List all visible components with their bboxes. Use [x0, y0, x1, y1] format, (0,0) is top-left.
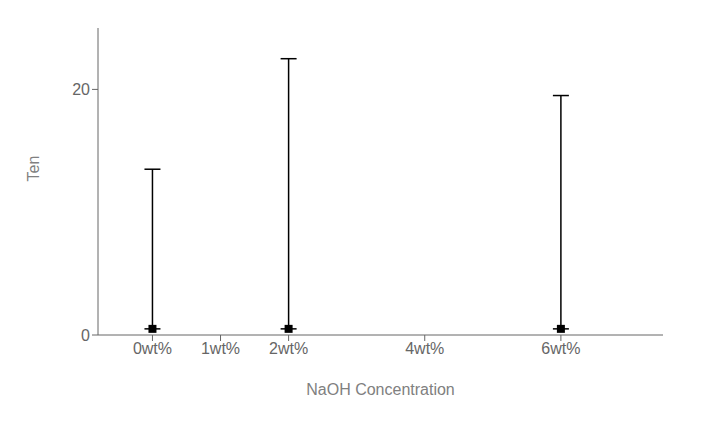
svg-text:20: 20 — [72, 81, 90, 98]
svg-text:0: 0 — [81, 327, 90, 344]
svg-text:2wt%: 2wt% — [269, 340, 308, 357]
svg-text:Ten: Ten — [25, 156, 42, 182]
svg-text:0wt%: 0wt% — [133, 340, 172, 357]
svg-text:4wt%: 4wt% — [405, 340, 444, 357]
svg-text:NaOH Concentration: NaOH Concentration — [306, 381, 455, 398]
svg-text:6wt%: 6wt% — [541, 340, 580, 357]
svg-text:1wt%: 1wt% — [201, 340, 240, 357]
